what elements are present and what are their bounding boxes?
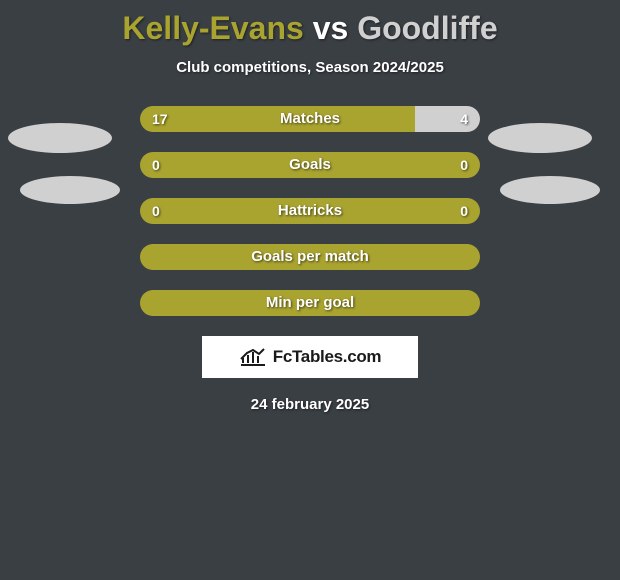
stat-row: Matches17 4 [140, 106, 480, 132]
stat-value-right: 4 [460, 106, 468, 132]
title-player2: Goodliffe [357, 10, 497, 46]
stat-row: Goals per match [140, 244, 480, 270]
stat-value-right: 0 [460, 152, 468, 178]
stat-row: Min per goal [140, 290, 480, 316]
player-ellipse [488, 123, 592, 153]
stat-value-left: 17 [152, 106, 168, 132]
stat-label: Goals [140, 152, 480, 178]
subtitle: Club competitions, Season 2024/2025 [0, 59, 620, 76]
stat-value-left: 0 [152, 152, 160, 178]
stat-label: Hattricks [140, 198, 480, 224]
stat-row: Goals0 0 [140, 152, 480, 178]
logo-box: FcTables.com [202, 336, 418, 378]
player-ellipse [8, 123, 112, 153]
date-text: 24 february 2025 [0, 396, 620, 413]
stat-label: Min per goal [140, 290, 480, 316]
player-ellipse [20, 176, 120, 204]
title-vs: vs [304, 10, 357, 46]
stat-label: Goals per match [140, 244, 480, 270]
logo-text: FcTables.com [273, 347, 382, 367]
stat-label: Matches [140, 106, 480, 132]
fctables-icon [239, 347, 267, 367]
player-ellipse [500, 176, 600, 204]
page-title: Kelly-Evans vs Goodliffe [0, 0, 620, 47]
stat-value-left: 0 [152, 198, 160, 224]
stat-value-right: 0 [460, 198, 468, 224]
title-player1: Kelly-Evans [122, 10, 303, 46]
stat-row: Hattricks0 0 [140, 198, 480, 224]
